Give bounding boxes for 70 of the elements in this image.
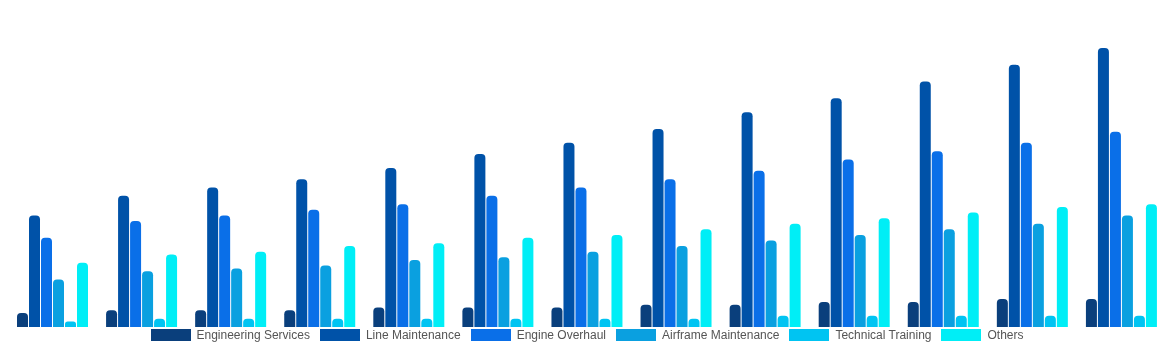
bar (676, 246, 688, 327)
bar (842, 159, 854, 327)
bar (522, 237, 534, 327)
bar (664, 179, 676, 327)
bar (1020, 142, 1032, 327)
bar (1085, 299, 1097, 327)
bar (789, 223, 801, 327)
bar (219, 215, 231, 327)
bar (433, 243, 445, 327)
bar (397, 204, 409, 327)
bar (41, 237, 52, 327)
bar (729, 304, 741, 327)
bar (996, 299, 1008, 327)
bar (118, 195, 130, 327)
legend-label: Technical Training (835, 328, 932, 342)
bar (166, 254, 178, 327)
bar (1032, 223, 1044, 327)
bar (130, 220, 142, 327)
bar (830, 98, 842, 327)
bar (284, 310, 296, 327)
bar (255, 251, 267, 327)
bar (409, 260, 421, 327)
bar (878, 218, 890, 327)
bar (563, 142, 575, 327)
legend-label: Engine Overhaul (516, 328, 607, 342)
bar (498, 257, 510, 327)
bar (967, 212, 979, 327)
bar (575, 187, 587, 327)
bar (77, 262, 88, 327)
bar (854, 234, 866, 327)
bar (1097, 48, 1109, 327)
bar (462, 307, 474, 327)
bar (1121, 215, 1133, 327)
bar (474, 154, 486, 327)
bar (907, 301, 919, 327)
legend-label: Airframe Maintenance (662, 328, 780, 342)
legend-label: Engineering Services (196, 328, 310, 342)
bar (486, 195, 498, 327)
bar (231, 268, 243, 327)
bar (320, 265, 332, 327)
bar (1008, 64, 1020, 327)
bar (931, 151, 943, 327)
bar (919, 81, 931, 327)
bar (1109, 131, 1121, 327)
bar (640, 304, 652, 327)
bar (551, 307, 563, 327)
bar (1145, 204, 1157, 327)
bar (296, 179, 308, 327)
bar (29, 215, 40, 327)
bar (195, 310, 207, 327)
bar (818, 301, 830, 327)
bar (373, 307, 385, 327)
bar (753, 170, 765, 327)
bar (344, 246, 356, 327)
bar (142, 271, 154, 327)
bar (943, 229, 955, 327)
bar (741, 112, 753, 327)
bar (700, 229, 712, 327)
bar (207, 187, 219, 327)
bar (587, 251, 599, 327)
legend-label: Line Maintenance (365, 328, 461, 342)
bar (765, 240, 777, 327)
bar (308, 209, 320, 327)
bar (385, 167, 397, 327)
bar (611, 234, 623, 327)
bar (53, 279, 64, 327)
bar (106, 310, 118, 327)
bar (1056, 207, 1068, 327)
bar (652, 128, 664, 327)
legend-label: Others (987, 328, 1024, 342)
